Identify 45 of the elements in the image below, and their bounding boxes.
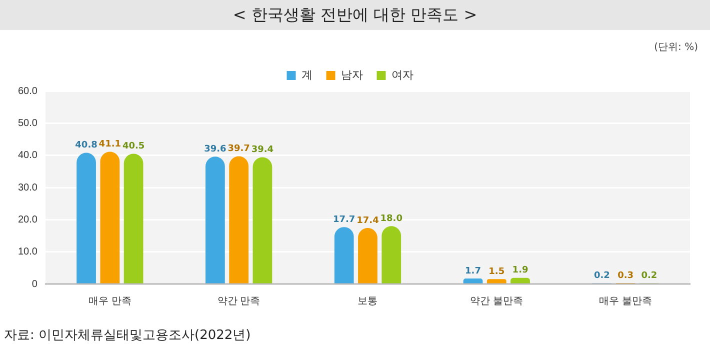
data-label: 1.9 bbox=[512, 266, 528, 276]
chart-title: < 한국생활 전반에 대한 만족도 > bbox=[0, 0, 710, 30]
bar bbox=[358, 228, 378, 284]
data-label: 17.7 bbox=[332, 214, 356, 225]
bar bbox=[252, 157, 272, 284]
x-tick-label: 매우 만족 bbox=[88, 296, 132, 307]
data-label: 0.2 bbox=[641, 271, 658, 282]
data-label: 40.8 bbox=[75, 140, 98, 151]
data-label: 39.7 bbox=[228, 144, 250, 154]
y-tick-label: 0 bbox=[32, 278, 38, 290]
bar bbox=[206, 156, 225, 284]
legend-label: 여자 bbox=[391, 70, 414, 82]
chart-subtitle: (단위: %) bbox=[654, 41, 698, 54]
bar bbox=[229, 156, 249, 284]
y-tick-label: 50.0 bbox=[18, 118, 38, 129]
data-label: 41.1 bbox=[98, 140, 122, 150]
bar bbox=[463, 278, 483, 284]
bar bbox=[100, 152, 120, 284]
y-tick-label: 20.0 bbox=[18, 214, 38, 226]
bar bbox=[382, 226, 402, 284]
x-tick-label: 매우 불만족 bbox=[599, 296, 652, 307]
legend-label: 계 bbox=[301, 70, 312, 82]
y-tick-label: 40.0 bbox=[18, 150, 38, 162]
x-tick-label: 약간 불만족 bbox=[470, 296, 524, 307]
data-label: 39.4 bbox=[251, 145, 274, 156]
y-tick-label: 60.0 bbox=[18, 86, 38, 97]
y-tick-label: 10.0 bbox=[18, 246, 38, 258]
data-label: 18.0 bbox=[380, 214, 402, 224]
bar bbox=[124, 154, 144, 284]
bar bbox=[76, 152, 96, 284]
y-tick-label: 30.0 bbox=[18, 182, 38, 194]
data-label: 40.5 bbox=[122, 142, 145, 152]
text: 자료: 이민자체류실태및고용조사(2022년) bbox=[4, 327, 251, 344]
bar bbox=[486, 279, 506, 284]
legend-label: 남자 bbox=[340, 70, 363, 82]
data-label: 39.6 bbox=[204, 144, 226, 154]
data-label: 0.3 bbox=[618, 270, 634, 281]
data-label: 1.5 bbox=[488, 267, 505, 278]
data-label: 0.2 bbox=[594, 271, 610, 282]
x-tick-label: 약간 만족 bbox=[217, 296, 260, 307]
bar bbox=[334, 227, 354, 284]
bar bbox=[510, 278, 530, 284]
data-label: 17.4 bbox=[356, 216, 379, 226]
data-label: 1.7 bbox=[465, 266, 481, 276]
x-tick-label: 보통 bbox=[358, 296, 378, 307]
